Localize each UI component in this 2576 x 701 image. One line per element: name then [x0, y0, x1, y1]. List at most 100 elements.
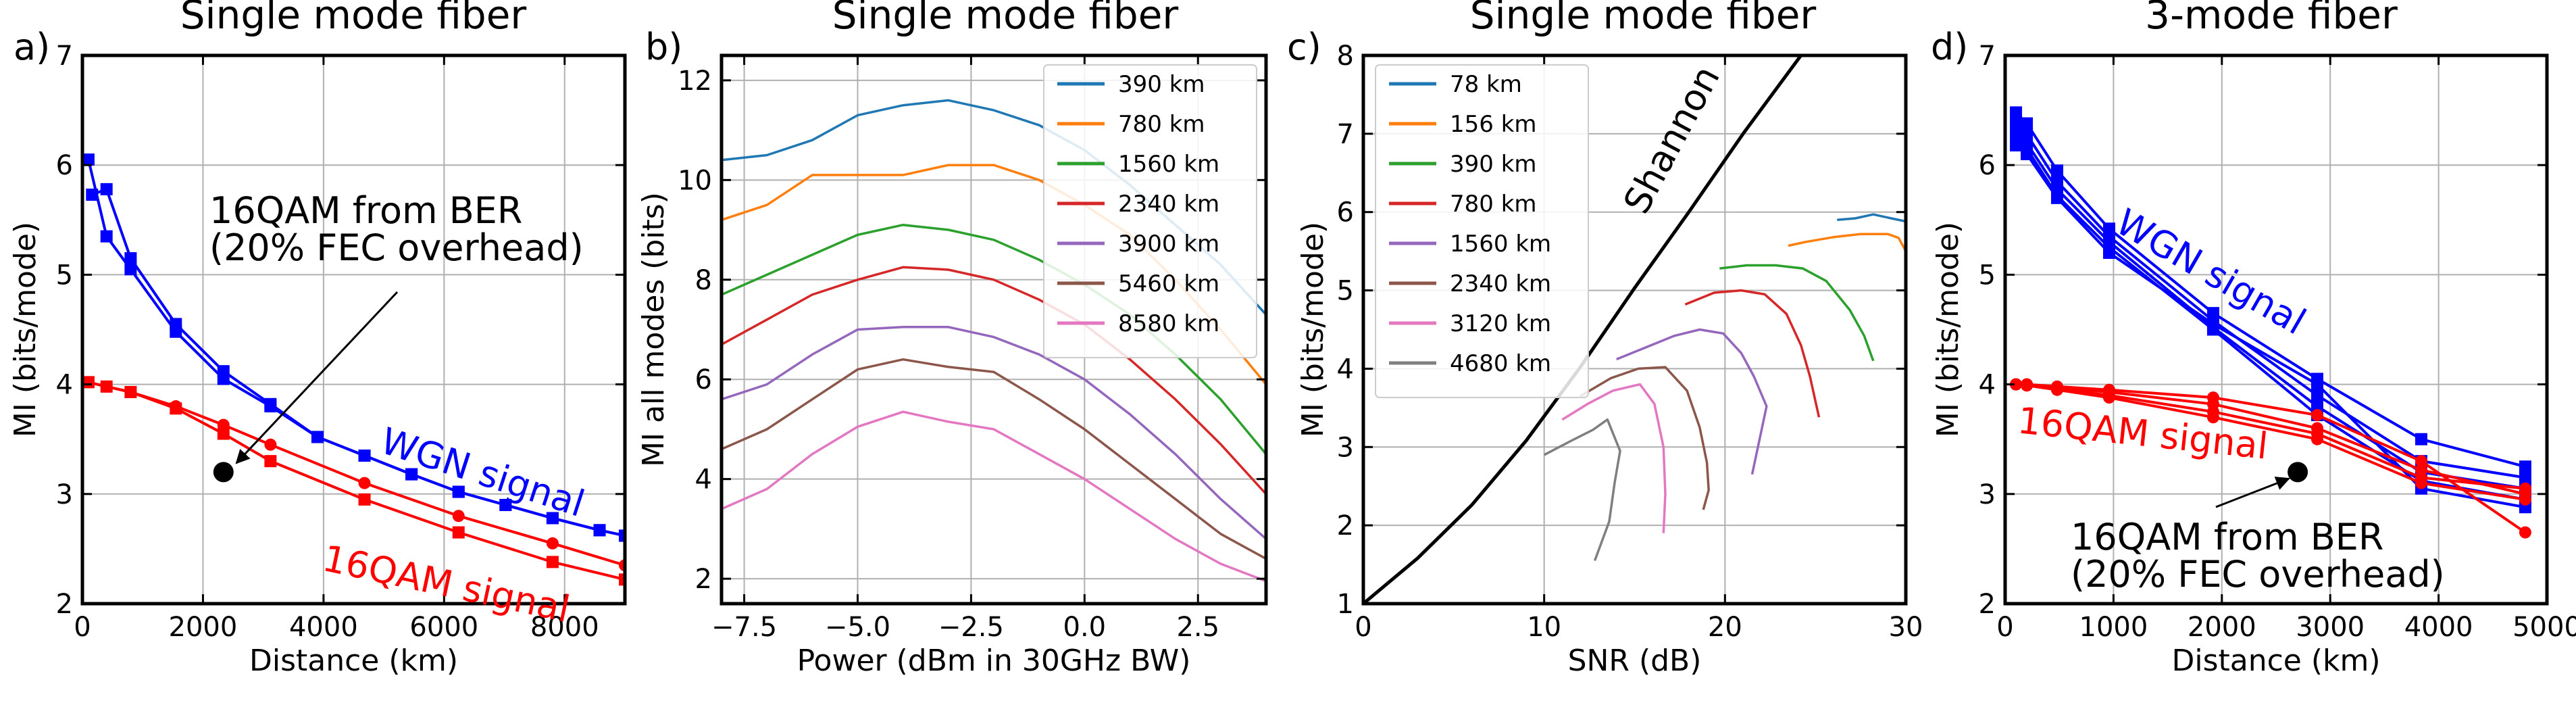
data-point — [358, 493, 371, 506]
x-tick-label: 0.0 — [1063, 612, 1107, 643]
y-tick-label: 2 — [695, 564, 712, 595]
legend-entry: 4680 km — [1450, 350, 1551, 377]
y-axis-label: MI (bits/mode) — [1931, 222, 1965, 437]
data-point — [2206, 411, 2219, 424]
data-point — [452, 526, 465, 539]
series-line-3 — [1684, 289, 1821, 418]
data-point — [405, 468, 418, 481]
series-line-0 — [1837, 213, 1906, 223]
data-point — [217, 427, 230, 440]
y-tick-label: 7 — [1337, 119, 1354, 150]
x-tick-label: 5000 — [2512, 612, 2576, 643]
ber-point-marker — [213, 462, 234, 483]
legend-entry: 780 km — [1118, 111, 1205, 138]
x-tick-label: 6000 — [409, 612, 478, 643]
chart-panel-4: 0 1000 2000 3000 4000 5000 2 3 4 5 6 7 3-mode fiber d… — [1931, 0, 2576, 678]
x-tick-label: −7.5 — [711, 612, 777, 643]
series-line-4 — [1616, 328, 1768, 475]
y-tick-label: 5 — [1979, 260, 1996, 291]
axes-frame — [2003, 53, 2549, 606]
legend-entry: 1560 km — [1450, 231, 1551, 258]
series-line-2 — [1719, 264, 1875, 362]
y-tick-label: 3 — [1979, 479, 1996, 510]
data-point — [2021, 147, 2034, 160]
ber-label: 16QAM from BER (20% FEC overhead) — [2071, 516, 2445, 596]
legend-entry: 5460 km — [1118, 270, 1219, 297]
legend-entry: 2340 km — [1118, 191, 1219, 218]
legend-box — [1375, 64, 1589, 398]
data-point — [170, 402, 182, 415]
y-tick-label: 7 — [1979, 41, 1996, 72]
data-point — [264, 455, 277, 468]
data-point — [358, 450, 371, 462]
legend-entry: 390 km — [1450, 151, 1537, 178]
data-point — [264, 438, 277, 451]
data-point — [2206, 318, 2219, 331]
axes-frame — [719, 53, 1268, 606]
data-point — [452, 510, 465, 523]
x-tick-label: −2.5 — [938, 612, 1004, 643]
data-point — [82, 153, 95, 166]
data-point — [2310, 409, 2323, 422]
y-tick-label: 2 — [1979, 589, 1996, 620]
x-tick-label: 30 — [1889, 612, 1923, 643]
y-tick-label: 2 — [56, 589, 73, 620]
data-point — [100, 380, 113, 393]
series-line-7 — [1543, 418, 1621, 561]
y-tick-label: 3 — [56, 479, 73, 510]
series-line-6 — [722, 410, 1266, 583]
data-point — [499, 499, 512, 512]
data-point — [82, 376, 95, 389]
data-point — [2415, 477, 2427, 489]
y-axis-label: MI all modes (bits) — [636, 192, 671, 467]
ber-label-line: 16QAM from BER — [2071, 516, 2383, 558]
legend-entry: 3900 km — [1118, 231, 1219, 258]
series-line-5 — [1580, 366, 1710, 510]
panel-label: c) — [1287, 26, 1321, 68]
ber-label-line: (20% FEC overhead) — [2071, 553, 2445, 596]
x-tick-label: 2000 — [169, 612, 238, 643]
data-point — [2021, 379, 2034, 392]
series-line-4 — [722, 326, 1266, 540]
data-point — [2519, 482, 2531, 495]
series-line-3 — [88, 381, 625, 581]
data-point — [124, 385, 137, 398]
y-tick-label: 7 — [56, 41, 73, 72]
data-point — [358, 477, 371, 489]
data-point — [2021, 117, 2034, 130]
data-point — [593, 524, 606, 537]
data-point — [170, 318, 182, 331]
y-tick-label: 8 — [1337, 41, 1354, 72]
x-axis-label: Distance (km) — [2171, 644, 2380, 678]
series-group — [2010, 106, 2531, 539]
data-point — [2010, 106, 2023, 119]
series-line-1 — [91, 187, 625, 537]
x-tick-label: −5.0 — [825, 612, 890, 643]
data-point — [2102, 246, 2115, 259]
data-point — [2050, 164, 2063, 177]
x-tick-label: 8000 — [530, 612, 599, 643]
x-tick-label: 20 — [1708, 612, 1742, 643]
chart-title: 3-mode fiber — [2145, 0, 2398, 38]
y-tick-label: 4 — [1337, 354, 1354, 385]
y-tick-label: 5 — [1337, 276, 1354, 307]
ber-label-line: (20% FEC overhead) — [209, 226, 584, 269]
ber-point-marker — [2288, 462, 2308, 483]
x-axis-label: Distance (km) — [249, 644, 458, 678]
legend-entry: 2340 km — [1450, 270, 1551, 297]
grid — [82, 55, 625, 604]
legend-entry: 1560 km — [1118, 151, 1219, 178]
data-point — [2519, 471, 2531, 484]
data-point — [2310, 389, 2323, 402]
data-point — [100, 230, 113, 243]
y-tick-label: 4 — [695, 464, 712, 495]
chart-panel-3: 0 10 20 30 1 2 3 4 5 6 7 8 Single mode fiber c) SNR (d… — [1287, 0, 1923, 678]
legend-entry: 3120 km — [1450, 310, 1551, 337]
data-point — [619, 529, 625, 542]
x-tick-label: 0 — [74, 612, 91, 643]
data-point — [100, 183, 113, 195]
y-tick-label: 5 — [56, 260, 73, 291]
y-tick-label: 10 — [678, 165, 712, 196]
y-tick-label: 2 — [1337, 510, 1354, 541]
